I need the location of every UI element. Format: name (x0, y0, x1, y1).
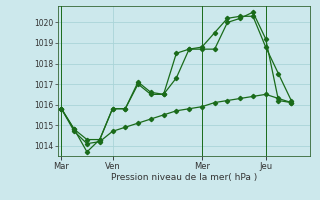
X-axis label: Pression niveau de la mer( hPa ): Pression niveau de la mer( hPa ) (111, 173, 257, 182)
